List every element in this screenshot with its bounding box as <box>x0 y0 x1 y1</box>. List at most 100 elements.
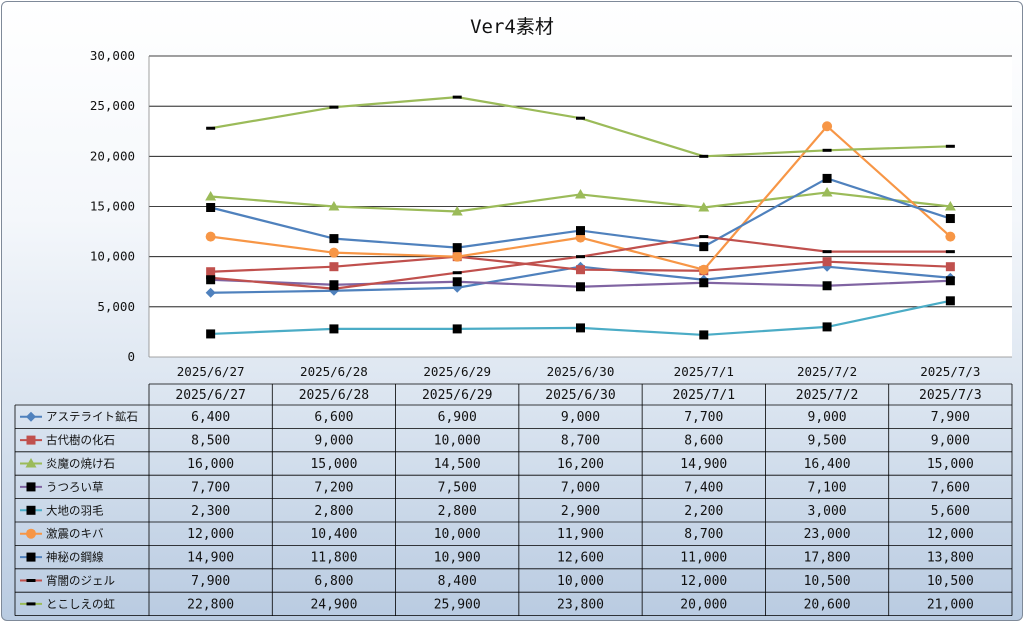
y-tick-label: 15,000 <box>90 199 135 214</box>
data-point <box>452 277 462 287</box>
data-point <box>26 552 36 562</box>
data-cell: 7,900 <box>191 574 230 589</box>
legend-label: 古代樹の化石 <box>46 433 115 447</box>
data-cell: 7,900 <box>931 410 970 425</box>
data-point <box>452 271 462 275</box>
data-cell: 10,000 <box>434 434 481 449</box>
data-cell: 7,000 <box>561 480 600 495</box>
data-point <box>822 173 832 183</box>
legend-label: 炎魔の焼け石 <box>46 457 115 471</box>
data-cell: 12,600 <box>557 551 604 566</box>
data-point <box>206 267 216 277</box>
data-cell: 25,900 <box>434 597 481 612</box>
data-point <box>576 226 585 236</box>
data-cell: 23,000 <box>804 527 851 542</box>
data-point <box>698 264 709 275</box>
data-point <box>699 330 709 340</box>
data-cell: 8,600 <box>684 434 723 449</box>
data-point <box>822 257 832 267</box>
data-point <box>575 188 586 199</box>
legend-label: 大地の羽毛 <box>46 503 104 517</box>
data-cell: 12,000 <box>187 527 234 542</box>
data-point <box>699 235 709 239</box>
data-point <box>452 251 463 262</box>
data-cell: 8,500 <box>191 434 230 449</box>
x-tick-label: 2025/7/1 <box>674 364 734 379</box>
data-point <box>945 296 955 306</box>
data-point <box>205 287 216 298</box>
data-point <box>206 275 216 285</box>
data-cell: 14,900 <box>187 551 234 566</box>
y-tick-label: 5,000 <box>97 299 135 314</box>
data-point <box>451 206 463 216</box>
data-point <box>822 322 832 332</box>
data-point <box>944 201 956 211</box>
data-point <box>822 148 832 152</box>
data-point <box>329 287 339 291</box>
data-cell: 14,500 <box>434 457 481 472</box>
data-point <box>25 458 37 468</box>
x-tick-label: 2025/6/28 <box>300 364 368 379</box>
legend-label: とこしえの虹 <box>46 597 115 611</box>
data-point <box>26 579 36 582</box>
table-header-cell: 2025/7/1 <box>672 388 735 403</box>
table-header-cell: 2025/6/29 <box>422 388 492 403</box>
data-cell: 2,900 <box>561 504 600 519</box>
data-point <box>26 505 36 515</box>
data-cell: 10,500 <box>804 574 851 589</box>
data-point <box>822 250 832 254</box>
data-cell: 6,400 <box>191 410 230 425</box>
y-tick-label: 0 <box>127 349 135 364</box>
table-header-cell: 2025/7/3 <box>919 388 982 403</box>
data-cell: 24,900 <box>310 597 357 612</box>
data-cell: 9,500 <box>808 434 847 449</box>
data-cell: 10,400 <box>310 527 357 542</box>
data-point <box>26 411 36 422</box>
table-header-cell: 2025/6/30 <box>545 388 615 403</box>
data-cell: 10,000 <box>557 574 604 589</box>
y-tick-label: 10,000 <box>90 249 135 264</box>
data-point <box>575 232 586 243</box>
x-tick-label: 2025/7/2 <box>797 364 857 379</box>
legend-label: アステライト鉱石 <box>46 410 138 424</box>
data-point <box>699 242 709 252</box>
data-cell: 16,200 <box>557 457 604 472</box>
data-cell: 7,100 <box>808 480 847 495</box>
data-point <box>328 201 340 211</box>
data-cell: 16,400 <box>804 457 851 472</box>
data-point <box>945 144 955 148</box>
data-cell: 11,000 <box>680 551 727 566</box>
data-point <box>329 324 339 334</box>
legend-label: 神秘の鋼線 <box>46 550 104 564</box>
data-point <box>699 278 709 288</box>
data-point <box>329 262 339 272</box>
legend-label: うつろい草 <box>46 480 104 494</box>
data-cell: 8,700 <box>561 434 600 449</box>
data-point <box>452 324 462 334</box>
data-point <box>329 105 339 109</box>
data-cell: 23,800 <box>557 597 604 612</box>
data-cell: 9,000 <box>314 434 353 449</box>
data-point <box>26 435 36 445</box>
data-cell: 2,200 <box>684 504 723 519</box>
data-cell: 5,600 <box>931 504 970 519</box>
data-point <box>576 323 585 333</box>
data-cell: 12,000 <box>927 527 974 542</box>
data-point <box>576 265 585 275</box>
data-cell: 10,900 <box>434 551 481 566</box>
data-point <box>576 116 585 120</box>
data-point <box>206 329 216 339</box>
y-tick-label: 20,000 <box>90 148 135 163</box>
x-tick-label: 2025/6/27 <box>177 364 245 379</box>
data-cell: 8,700 <box>684 527 723 542</box>
data-point <box>205 231 216 242</box>
data-cell: 8,400 <box>438 574 477 589</box>
data-point <box>206 203 216 213</box>
data-cell: 7,500 <box>438 480 477 495</box>
y-tick-label: 30,000 <box>90 48 135 63</box>
legend-label: 宵闇のジェル <box>46 574 115 588</box>
data-point <box>576 255 585 259</box>
data-cell: 2,800 <box>314 504 353 519</box>
table-header-cell: 2025/7/2 <box>796 388 859 403</box>
data-cell: 21,000 <box>927 597 974 612</box>
